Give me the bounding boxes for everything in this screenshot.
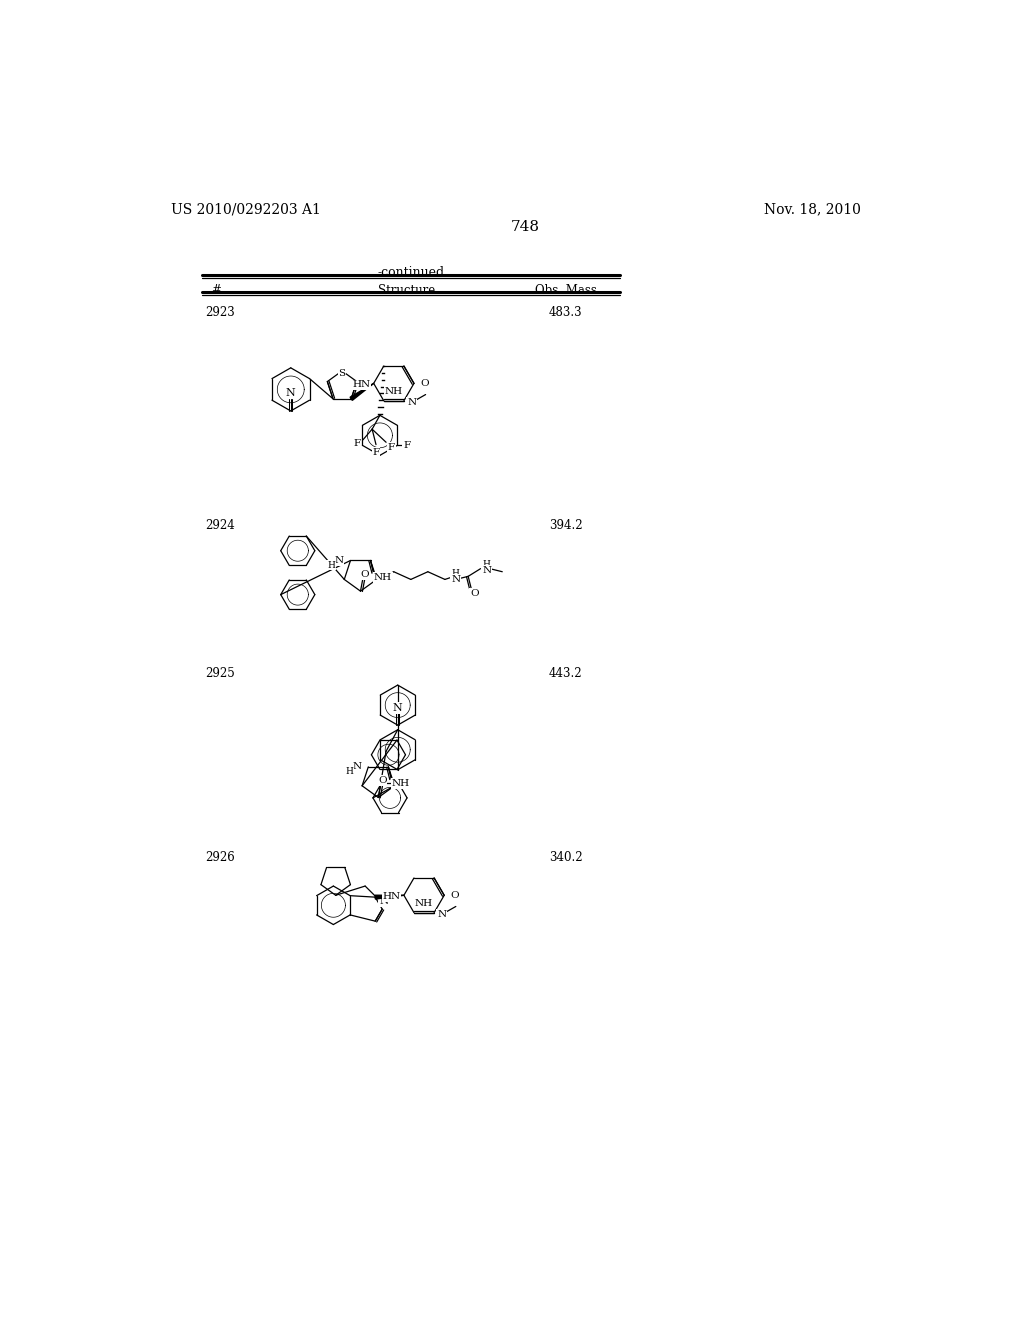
Text: N: N xyxy=(452,576,461,583)
Text: N: N xyxy=(286,388,296,399)
Polygon shape xyxy=(350,383,374,400)
Text: H: H xyxy=(345,767,353,776)
Text: H: H xyxy=(483,560,490,569)
Text: N: N xyxy=(482,566,492,574)
Text: NH: NH xyxy=(415,899,433,908)
Text: #: # xyxy=(211,284,221,297)
Text: -continued: -continued xyxy=(377,267,444,280)
Text: 2924: 2924 xyxy=(206,519,236,532)
Text: US 2010/0292203 A1: US 2010/0292203 A1 xyxy=(171,202,321,216)
Text: N: N xyxy=(379,898,388,906)
Text: NH: NH xyxy=(392,779,410,788)
Text: F: F xyxy=(403,441,411,450)
Text: HN: HN xyxy=(352,380,371,389)
Text: Nov. 18, 2010: Nov. 18, 2010 xyxy=(764,202,860,216)
Text: 483.3: 483.3 xyxy=(549,306,583,319)
Text: 2923: 2923 xyxy=(206,306,236,319)
Text: Obs. Mass: Obs. Mass xyxy=(535,284,597,297)
Text: N: N xyxy=(393,704,402,713)
Text: N: N xyxy=(352,763,361,771)
Text: N: N xyxy=(408,397,416,407)
Text: H: H xyxy=(327,561,335,570)
Text: F: F xyxy=(373,447,380,457)
Text: N: N xyxy=(334,556,343,565)
Text: O: O xyxy=(470,589,478,598)
Text: 748: 748 xyxy=(510,220,540,234)
Polygon shape xyxy=(375,895,403,899)
Text: O: O xyxy=(378,776,386,785)
Text: 394.2: 394.2 xyxy=(549,519,583,532)
Text: HN: HN xyxy=(382,892,400,902)
Text: H: H xyxy=(452,569,460,578)
Text: NH: NH xyxy=(374,573,392,582)
Text: 2925: 2925 xyxy=(206,667,236,680)
Text: O: O xyxy=(451,891,460,900)
Text: S: S xyxy=(339,370,346,379)
Text: O: O xyxy=(421,379,429,388)
Text: NH: NH xyxy=(385,387,402,396)
Text: 2926: 2926 xyxy=(206,851,236,865)
Text: Structure: Structure xyxy=(379,284,435,297)
Text: F: F xyxy=(388,444,395,453)
Text: 443.2: 443.2 xyxy=(549,667,583,680)
Text: 340.2: 340.2 xyxy=(549,851,583,865)
Text: F: F xyxy=(353,440,360,449)
Text: N: N xyxy=(437,909,446,919)
Text: O: O xyxy=(360,570,369,578)
